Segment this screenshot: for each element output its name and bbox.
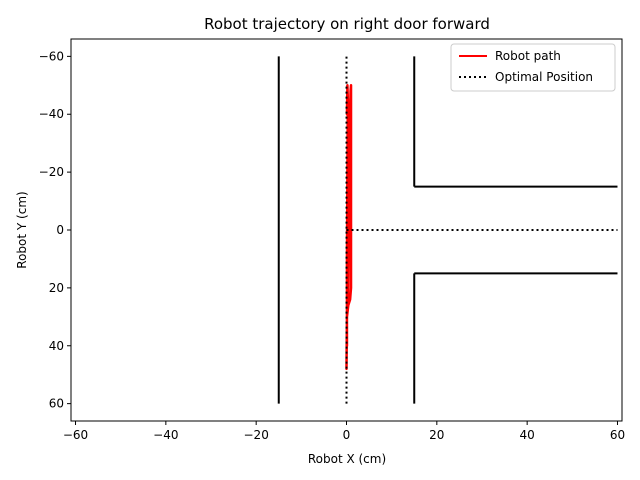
x-tick-label: 0 [343, 428, 351, 442]
y-tick-label: 40 [49, 339, 64, 353]
y-axis-label: Robot Y (cm) [15, 191, 29, 268]
legend-entry-label: Robot path [495, 49, 561, 63]
y-tick-label: −60 [39, 49, 64, 63]
y-tick-label: 20 [49, 281, 64, 295]
chart-title: Robot trajectory on right door forward [204, 15, 490, 33]
x-tick-label: 60 [610, 428, 625, 442]
plot-area [277, 56, 618, 404]
x-tick-label: 40 [520, 428, 535, 442]
x-axis-label: Robot X (cm) [308, 452, 386, 466]
y-tick-label: 60 [49, 397, 64, 411]
legend: Robot path Optimal Position [450, 43, 616, 92]
y-tick-label: 0 [56, 223, 64, 237]
x-tick-label: 20 [429, 428, 444, 442]
x-tick-label: −40 [153, 428, 178, 442]
x-tick-label: −20 [244, 428, 269, 442]
x-axis-ticks: −60 −40 −20 0 20 40 60 [63, 421, 625, 442]
y-tick-label: −20 [39, 165, 64, 179]
y-tick-label: −40 [39, 107, 64, 121]
legend-entry-label: Optimal Position [495, 70, 593, 84]
x-tick-label: −60 [63, 428, 88, 442]
y-axis-ticks: −60 −40 −20 0 20 40 60 [39, 49, 71, 411]
legend-box [450, 43, 616, 92]
